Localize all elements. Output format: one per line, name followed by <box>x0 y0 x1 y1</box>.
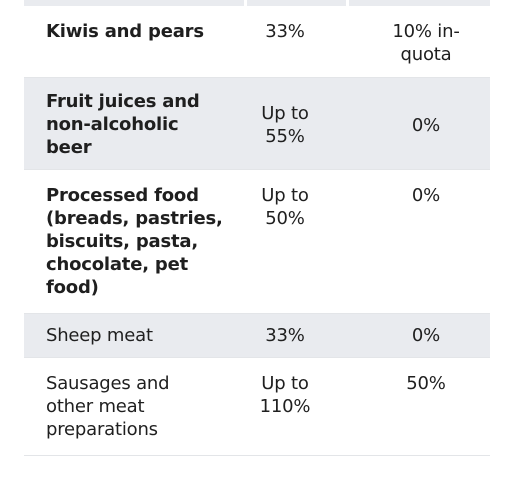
new-tariff-cell: 0% <box>411 115 441 136</box>
table-row: Fruit juices and non-alcoholic beer Up t… <box>24 78 490 170</box>
product-cell: Sheep meat <box>46 325 153 346</box>
product-cell: Kiwis and pears <box>46 21 204 42</box>
tariff-cell: Up to 55% <box>261 103 309 147</box>
tariff-cell: Up to 110% <box>259 373 311 417</box>
table-row: Sheep meat 33% 0% <box>24 314 490 358</box>
column-divider <box>244 0 247 6</box>
tariff-cell: Up to 50% <box>261 185 309 229</box>
tariff-cell: 33% <box>265 21 305 42</box>
product-cell: Fruit juices and non-alcoholic beer <box>46 91 200 158</box>
new-tariff-cell: 10% in-quota <box>392 21 460 65</box>
table-row: Sausages and other meat preparations Up … <box>24 358 490 456</box>
table-row: Kiwis and pears 33% 10% in-quota <box>24 6 490 78</box>
new-tariff-cell: 0% <box>411 185 441 206</box>
new-tariff-cell: 50% <box>406 373 446 394</box>
product-cell: Processed food (breads, pastries, biscui… <box>46 185 223 298</box>
product-cell: Sausages and other meat preparations <box>46 373 170 440</box>
tariff-cell: 33% <box>265 325 305 346</box>
table-row: Processed food (breads, pastries, biscui… <box>24 170 490 314</box>
new-tariff-cell: 0% <box>411 325 441 346</box>
column-divider <box>346 0 349 6</box>
previous-row-edge <box>24 0 490 6</box>
